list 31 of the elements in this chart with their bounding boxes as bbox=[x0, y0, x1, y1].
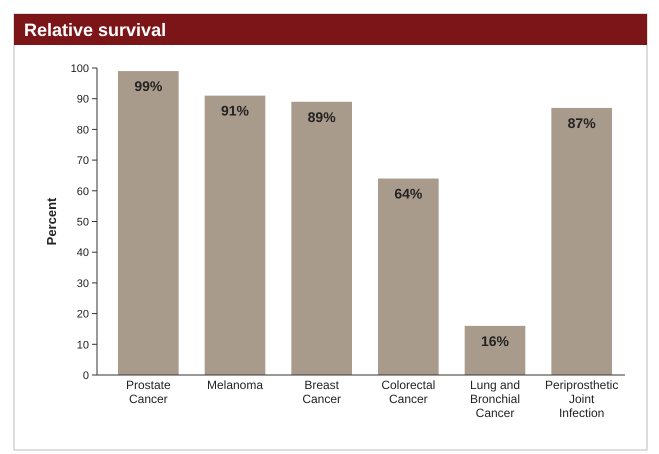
y-tick-label: 0 bbox=[82, 370, 89, 382]
y-tick-label: 100 bbox=[70, 63, 89, 75]
y-tick-label: 40 bbox=[76, 247, 89, 260]
x-tick-label: Melanoma bbox=[206, 378, 264, 392]
x-tick-label: Prostate Cancer bbox=[126, 378, 171, 406]
data-label: 91% bbox=[220, 102, 250, 119]
data-label: 64% bbox=[394, 186, 423, 202]
chart-title: Relative survival bbox=[24, 20, 166, 40]
y-tick-label: 70 bbox=[76, 155, 89, 168]
y-tick-label: 30 bbox=[76, 278, 89, 290]
y-tick-label: 80 bbox=[76, 124, 89, 136]
bar bbox=[291, 102, 352, 375]
y-tick-label: 90 bbox=[76, 94, 89, 106]
bar bbox=[204, 96, 266, 375]
data-label: 89% bbox=[308, 108, 336, 125]
x-tick-label: Colorectal Cancer bbox=[381, 378, 436, 406]
y-tick-label: 60 bbox=[76, 186, 89, 198]
data-label: 99% bbox=[134, 78, 163, 94]
bar bbox=[118, 71, 179, 375]
data-label: 87% bbox=[568, 114, 596, 131]
y-tick-label: 50 bbox=[76, 216, 89, 228]
y-axis-title: Percent bbox=[44, 196, 59, 246]
bar bbox=[378, 178, 439, 375]
data-label: 16% bbox=[480, 332, 510, 349]
bar bbox=[551, 108, 612, 375]
x-tick-label: Breast Cancer bbox=[302, 378, 342, 406]
bar bbox=[464, 326, 526, 375]
y-tick-label: 20 bbox=[76, 308, 89, 321]
x-tick-label: Lung and Bronchial Cancer bbox=[470, 378, 520, 420]
y-tick-label: 10 bbox=[76, 339, 89, 352]
x-tick-label: Periprosthetic Joint Infection bbox=[544, 378, 618, 420]
